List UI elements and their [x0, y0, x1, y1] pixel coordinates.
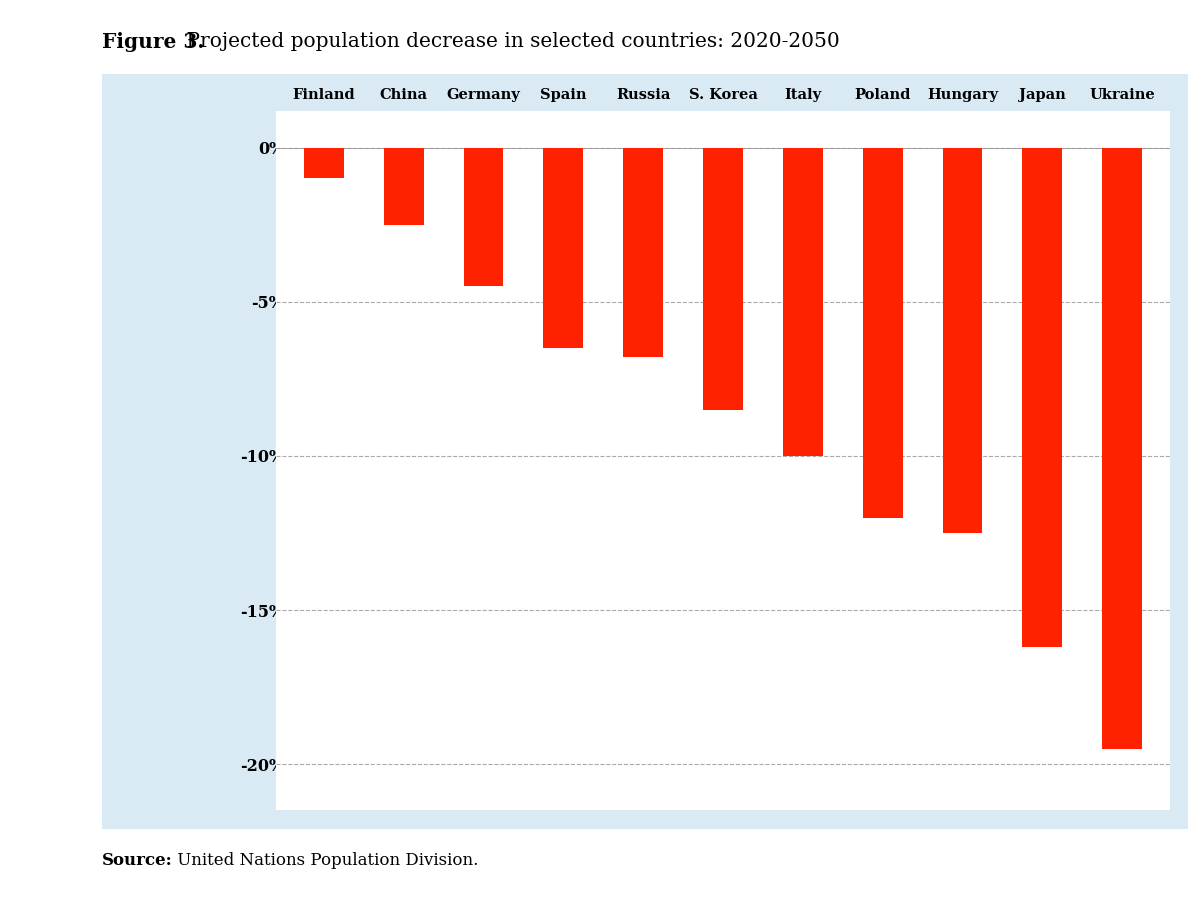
Bar: [384, 147, 424, 225]
Bar: [544, 147, 583, 348]
Bar: [304, 147, 344, 179]
Bar: [863, 147, 902, 518]
Bar: [463, 147, 504, 286]
Bar: [703, 147, 743, 410]
Bar: [942, 147, 983, 533]
Text: United Nations Population Division.: United Nations Population Division.: [172, 852, 478, 869]
Bar: [623, 147, 664, 357]
Bar: [782, 147, 823, 456]
Text: Source:: Source:: [102, 852, 173, 869]
Bar: [1022, 147, 1062, 647]
Bar: [1102, 147, 1142, 749]
Text: Figure 3.: Figure 3.: [102, 32, 204, 52]
Text: Projected population decrease in selected countries: 2020-2050: Projected population decrease in selecte…: [180, 32, 840, 52]
